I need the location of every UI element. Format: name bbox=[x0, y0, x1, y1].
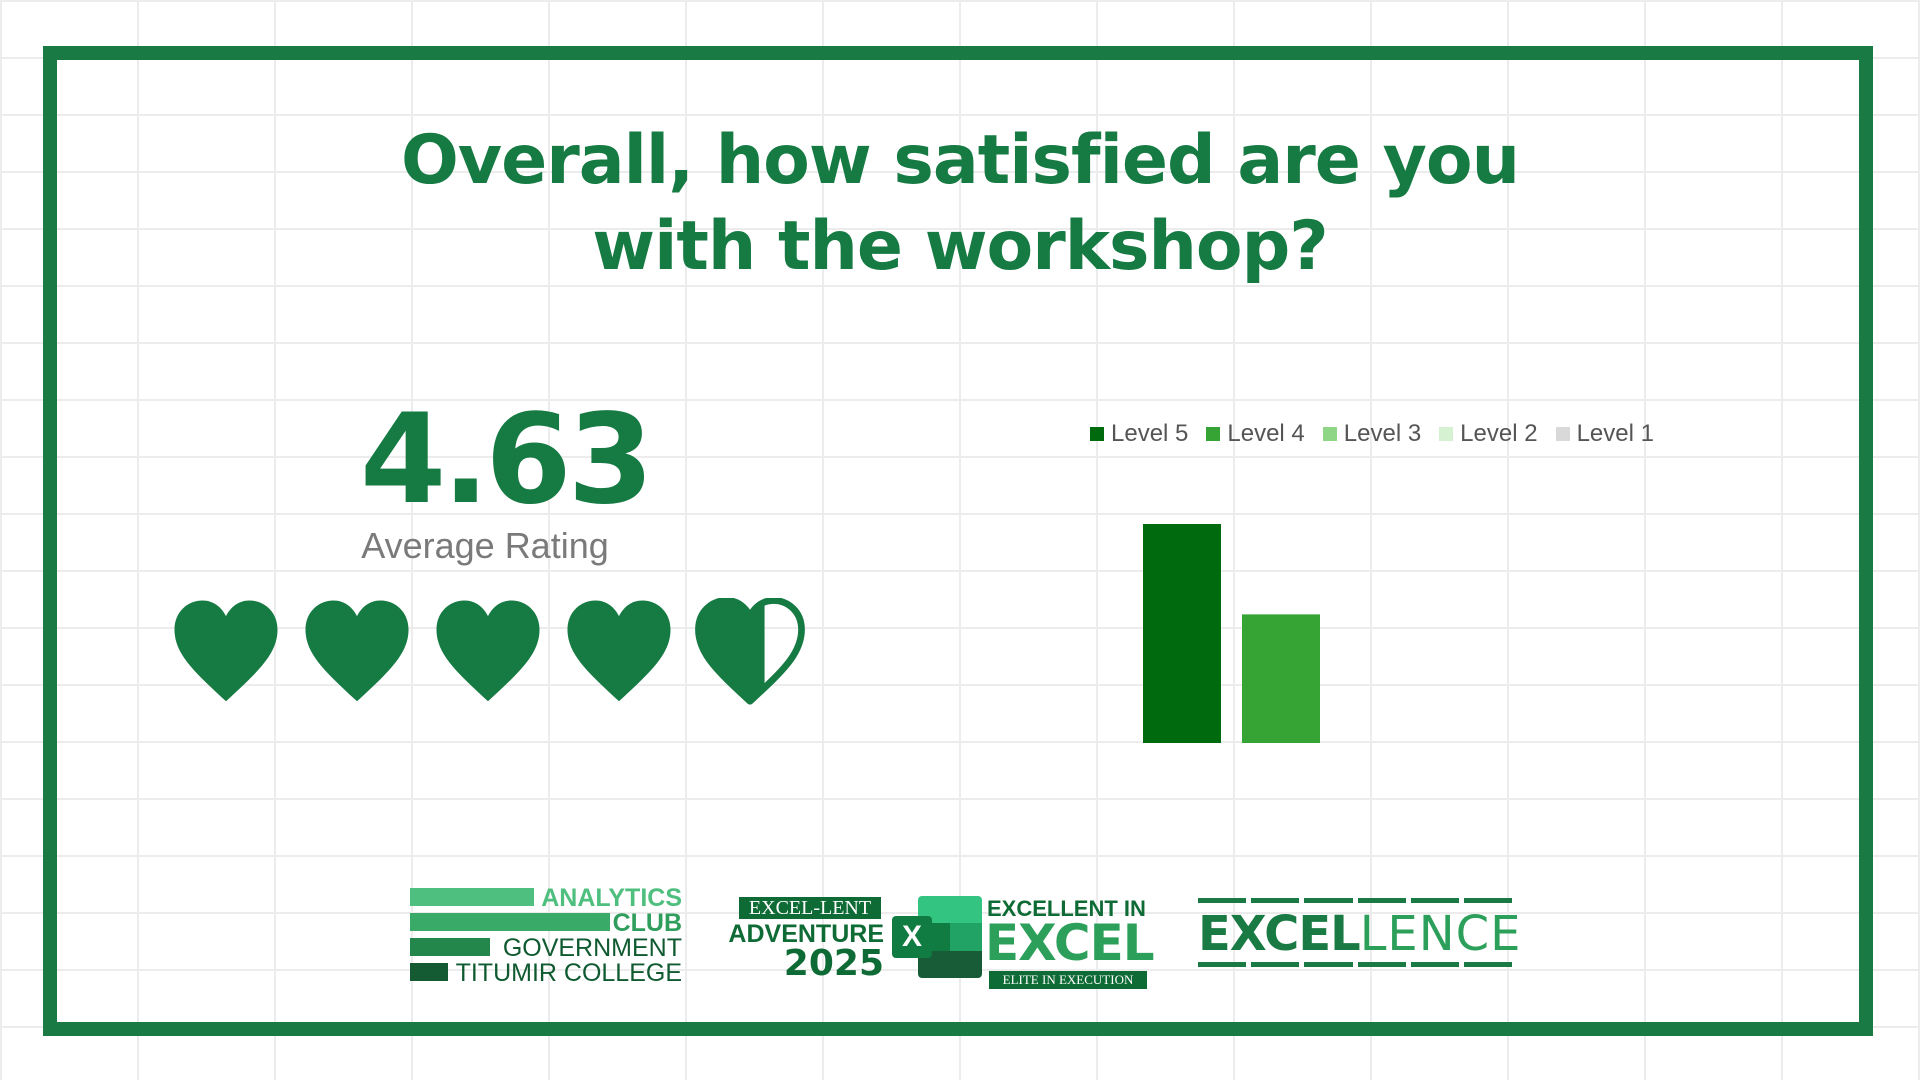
legend-item: Level 5 bbox=[1090, 420, 1188, 448]
excellence-thin-text: LENCE bbox=[1359, 906, 1522, 962]
legend-label: Level 5 bbox=[1111, 420, 1189, 447]
legend-label: Level 4 bbox=[1227, 420, 1305, 447]
legend-label: Level 3 bbox=[1343, 420, 1422, 447]
heart-icon bbox=[436, 600, 540, 702]
year-text: 2025 bbox=[783, 943, 884, 984]
legend-item: Level 4 bbox=[1206, 420, 1305, 448]
legend-label: Level 1 bbox=[1576, 420, 1654, 447]
excellence-logo: EXCELLENCE bbox=[1198, 898, 1521, 970]
legend-swatch bbox=[1555, 427, 1570, 441]
excel-icon: X bbox=[892, 896, 982, 978]
question-title: Overall, how satisfied are you with the … bbox=[0, 118, 1920, 290]
excel-big-text: EXCEL bbox=[985, 914, 1155, 972]
bar-level-4 bbox=[1242, 614, 1320, 743]
legend-item: Level 2 bbox=[1439, 420, 1538, 448]
logo-bar bbox=[410, 963, 448, 981]
logo-bar bbox=[410, 938, 490, 956]
logo-text-government: GOVERNMENT bbox=[502, 934, 682, 962]
logo-text-college: TITUMIR COLLEGE bbox=[455, 959, 682, 987]
legend-label: Level 2 bbox=[1460, 420, 1538, 447]
logo-rule-bottom bbox=[1198, 962, 1513, 967]
average-rating-label: Average Rating bbox=[361, 525, 609, 566]
bar-level-5 bbox=[1143, 524, 1221, 743]
legend-swatch bbox=[1439, 427, 1454, 441]
logo-text-club: CLUB bbox=[612, 909, 682, 937]
logo-text-analytics: ANALYTICS bbox=[541, 884, 682, 912]
excel-lent-badge: EXCEL-LENT bbox=[739, 897, 881, 919]
logo-bar bbox=[410, 913, 610, 931]
legend-swatch bbox=[1322, 427, 1337, 441]
heart-icon bbox=[695, 598, 805, 705]
legend-swatch bbox=[1206, 427, 1221, 441]
excellence-bold-text: EXCEL bbox=[1198, 906, 1361, 962]
legend-item: Level 3 bbox=[1322, 420, 1422, 448]
legend-item: Level 1 bbox=[1555, 420, 1654, 448]
slide-frame bbox=[43, 46, 1873, 1036]
logo-rule-top bbox=[1198, 898, 1513, 903]
question-title-line-2: with the workshop? bbox=[592, 207, 1328, 286]
question-title-line-1: Overall, how satisfied are you bbox=[400, 121, 1520, 200]
excel-lent-adventure-logo: EXCEL-LENT ADVENTURE 2025 X EXCELLENT IN… bbox=[727, 894, 1155, 994]
heart-icon bbox=[174, 600, 278, 702]
analytics-club-logo: ANALYTICS CLUB GOVERNMENT TITUMIR COLLEG… bbox=[410, 886, 682, 986]
heart-icon bbox=[567, 600, 671, 702]
average-rating-value: 4.63 bbox=[360, 388, 654, 532]
excellence-wordmark: EXCELLENCE bbox=[1198, 908, 1522, 961]
heart-rating bbox=[170, 598, 820, 718]
chart-legend: Level 5 Level 4 Level 3 Level 2 Level 1 bbox=[1090, 418, 1672, 450]
excellent-in-text: EXCELLENT IN bbox=[987, 896, 1146, 921]
bar-chart bbox=[1143, 524, 1320, 743]
legend-swatch bbox=[1090, 427, 1104, 441]
heart-icon bbox=[305, 600, 409, 702]
logo-bar bbox=[410, 888, 534, 906]
elite-in-execution-text: ELITE IN EXECUTION bbox=[989, 971, 1147, 989]
excel-icon-letter: X bbox=[892, 916, 932, 958]
adventure-text: ADVENTURE bbox=[728, 920, 884, 948]
